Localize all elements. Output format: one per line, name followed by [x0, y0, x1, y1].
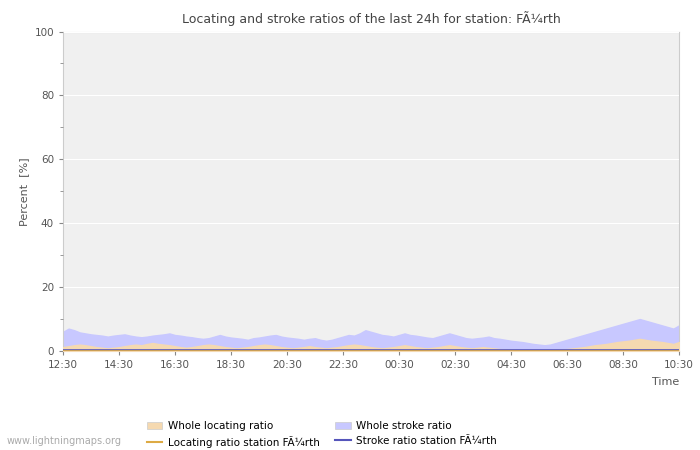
Text: www.lightningmaps.org: www.lightningmaps.org [7, 436, 122, 446]
Title: Locating and stroke ratios of the last 24h for station: FÃ¼rth: Locating and stroke ratios of the last 2… [181, 11, 561, 26]
Legend: Whole locating ratio, Locating ratio station FÃ¼rth, Whole stroke ratio, Stroke : Whole locating ratio, Locating ratio sta… [147, 421, 497, 448]
Text: Time: Time [652, 377, 679, 387]
Y-axis label: Percent  [%]: Percent [%] [19, 157, 29, 225]
